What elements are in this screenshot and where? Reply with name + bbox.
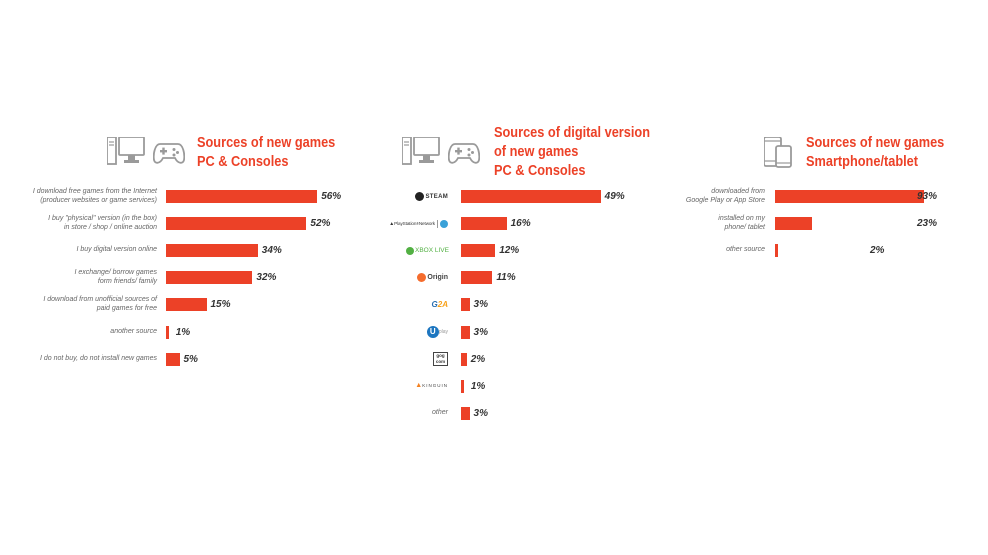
chart-title-line: Sources of digital version <box>494 125 650 141</box>
value-label: 16% <box>510 218 531 230</box>
category-label-line: (producer websites or game services) <box>40 196 157 204</box>
category-label: I exchange/ borrow games form friends/ fa… <box>75 269 158 286</box>
kinguin-logo: ▲KINGUIN <box>415 382 448 390</box>
value-label: 1% <box>175 326 191 338</box>
bar <box>166 298 207 312</box>
desktop-pc-icon <box>402 137 440 165</box>
bar <box>461 325 470 339</box>
bar <box>775 244 779 258</box>
category-label-line: form friends/ family <box>97 277 157 285</box>
bar <box>166 352 180 366</box>
gog-logo: gog com <box>433 352 448 367</box>
category-label: another source <box>110 328 157 337</box>
category-label-line: paid games for free <box>96 304 157 312</box>
value-label: 52% <box>310 218 331 230</box>
bar <box>166 244 258 258</box>
bar <box>461 298 470 312</box>
bar <box>461 244 496 258</box>
bar <box>775 190 924 203</box>
value-label: 11% <box>496 272 516 284</box>
value-label: 56% <box>321 191 342 202</box>
bar <box>166 190 318 203</box>
bar <box>775 217 812 231</box>
gamepad-icon <box>153 143 185 164</box>
category-label: other source <box>726 246 765 255</box>
category-label: I buy digital version online <box>76 246 157 255</box>
value-label: 3% <box>473 407 488 419</box>
chart-title: Sources of new games PC & Consoles <box>197 134 335 172</box>
category-label-line: installed on my <box>718 215 765 223</box>
value-label: 49% <box>604 191 625 202</box>
category-label-line: I do not buy, do not install new games <box>40 354 157 362</box>
bar <box>461 352 467 366</box>
smartphone-tablet-icon <box>764 137 792 168</box>
origin-logo: Origin <box>414 271 448 285</box>
bar <box>166 217 307 231</box>
category-label-line: other <box>432 409 448 417</box>
chart-title: Sources of digital version of new games PC… <box>494 124 650 181</box>
g2a-logo: G2A <box>431 299 448 309</box>
desktop-pc-icon <box>107 137 145 165</box>
value-label: 5% <box>183 353 198 365</box>
value-label: 32% <box>256 272 277 284</box>
value-label: 1% <box>470 380 486 392</box>
category-label: I buy "physical" version (in the box) in … <box>48 215 157 232</box>
bar <box>461 217 507 231</box>
bar <box>166 271 253 285</box>
bar <box>461 271 493 285</box>
value-label: 3% <box>473 326 488 338</box>
category-label-line: I download from unofficial sources of <box>43 296 157 304</box>
bar <box>166 325 169 339</box>
chart-title: Sources of new games Smartphone/tablet <box>806 134 944 172</box>
category-label-line: I exchange/ borrow games <box>74 269 158 277</box>
category-label: I do not buy, do not install new games <box>40 355 157 364</box>
category-label-line: I buy digital version online <box>76 246 157 254</box>
category-label-line: another source <box>110 327 157 335</box>
value-label: 15% <box>210 299 231 311</box>
value-label: 2% <box>470 353 486 365</box>
chart-title-line: Sources of new games <box>806 135 945 151</box>
chart-title-line: of new games <box>494 144 579 160</box>
category-label: I download from unofficial sources of pai… <box>43 296 157 313</box>
category-label: installed on my phone/ tablet <box>718 215 765 232</box>
gamepad-icon <box>448 143 480 164</box>
bar <box>461 190 601 203</box>
value-label: 12% <box>499 245 520 257</box>
playstation-network-logo: ▲PlayStation®Network <box>382 217 448 231</box>
bar <box>461 379 464 393</box>
category-label: other <box>432 409 448 418</box>
category-label-line: I buy "physical" version (in the box) <box>48 215 157 223</box>
category-label-line: other source <box>726 246 765 254</box>
chart-title-line: PC & Consoles <box>197 154 289 170</box>
value-label: 34% <box>261 245 282 257</box>
steam-logo: STEAM <box>410 190 448 204</box>
category-label-line: I download free games from the Internet <box>32 188 157 195</box>
value-label: 93% <box>917 191 938 202</box>
value-label: 23% <box>917 218 938 230</box>
category-label-line: Google Play or App Store <box>685 196 765 204</box>
category-label: I download free games from the Internet(… <box>33 188 157 205</box>
value-label: 3% <box>473 299 488 311</box>
chart-title-line: PC & Consoles <box>494 163 586 179</box>
category-label-line: phone/ tablet <box>724 223 765 231</box>
category-label-line: in store / shop / online auction <box>63 223 157 231</box>
chart-title-line: Smartphone/tablet <box>806 154 919 170</box>
chart-title-line: Sources of new games <box>197 135 336 151</box>
bar <box>461 406 470 420</box>
value-label: 2% <box>870 245 885 257</box>
xbox-live-logo: XBOX LIVE <box>406 244 449 258</box>
category-label-line: downloaded from <box>711 188 765 195</box>
category-label: downloaded from Google Play or App Store <box>686 188 765 205</box>
